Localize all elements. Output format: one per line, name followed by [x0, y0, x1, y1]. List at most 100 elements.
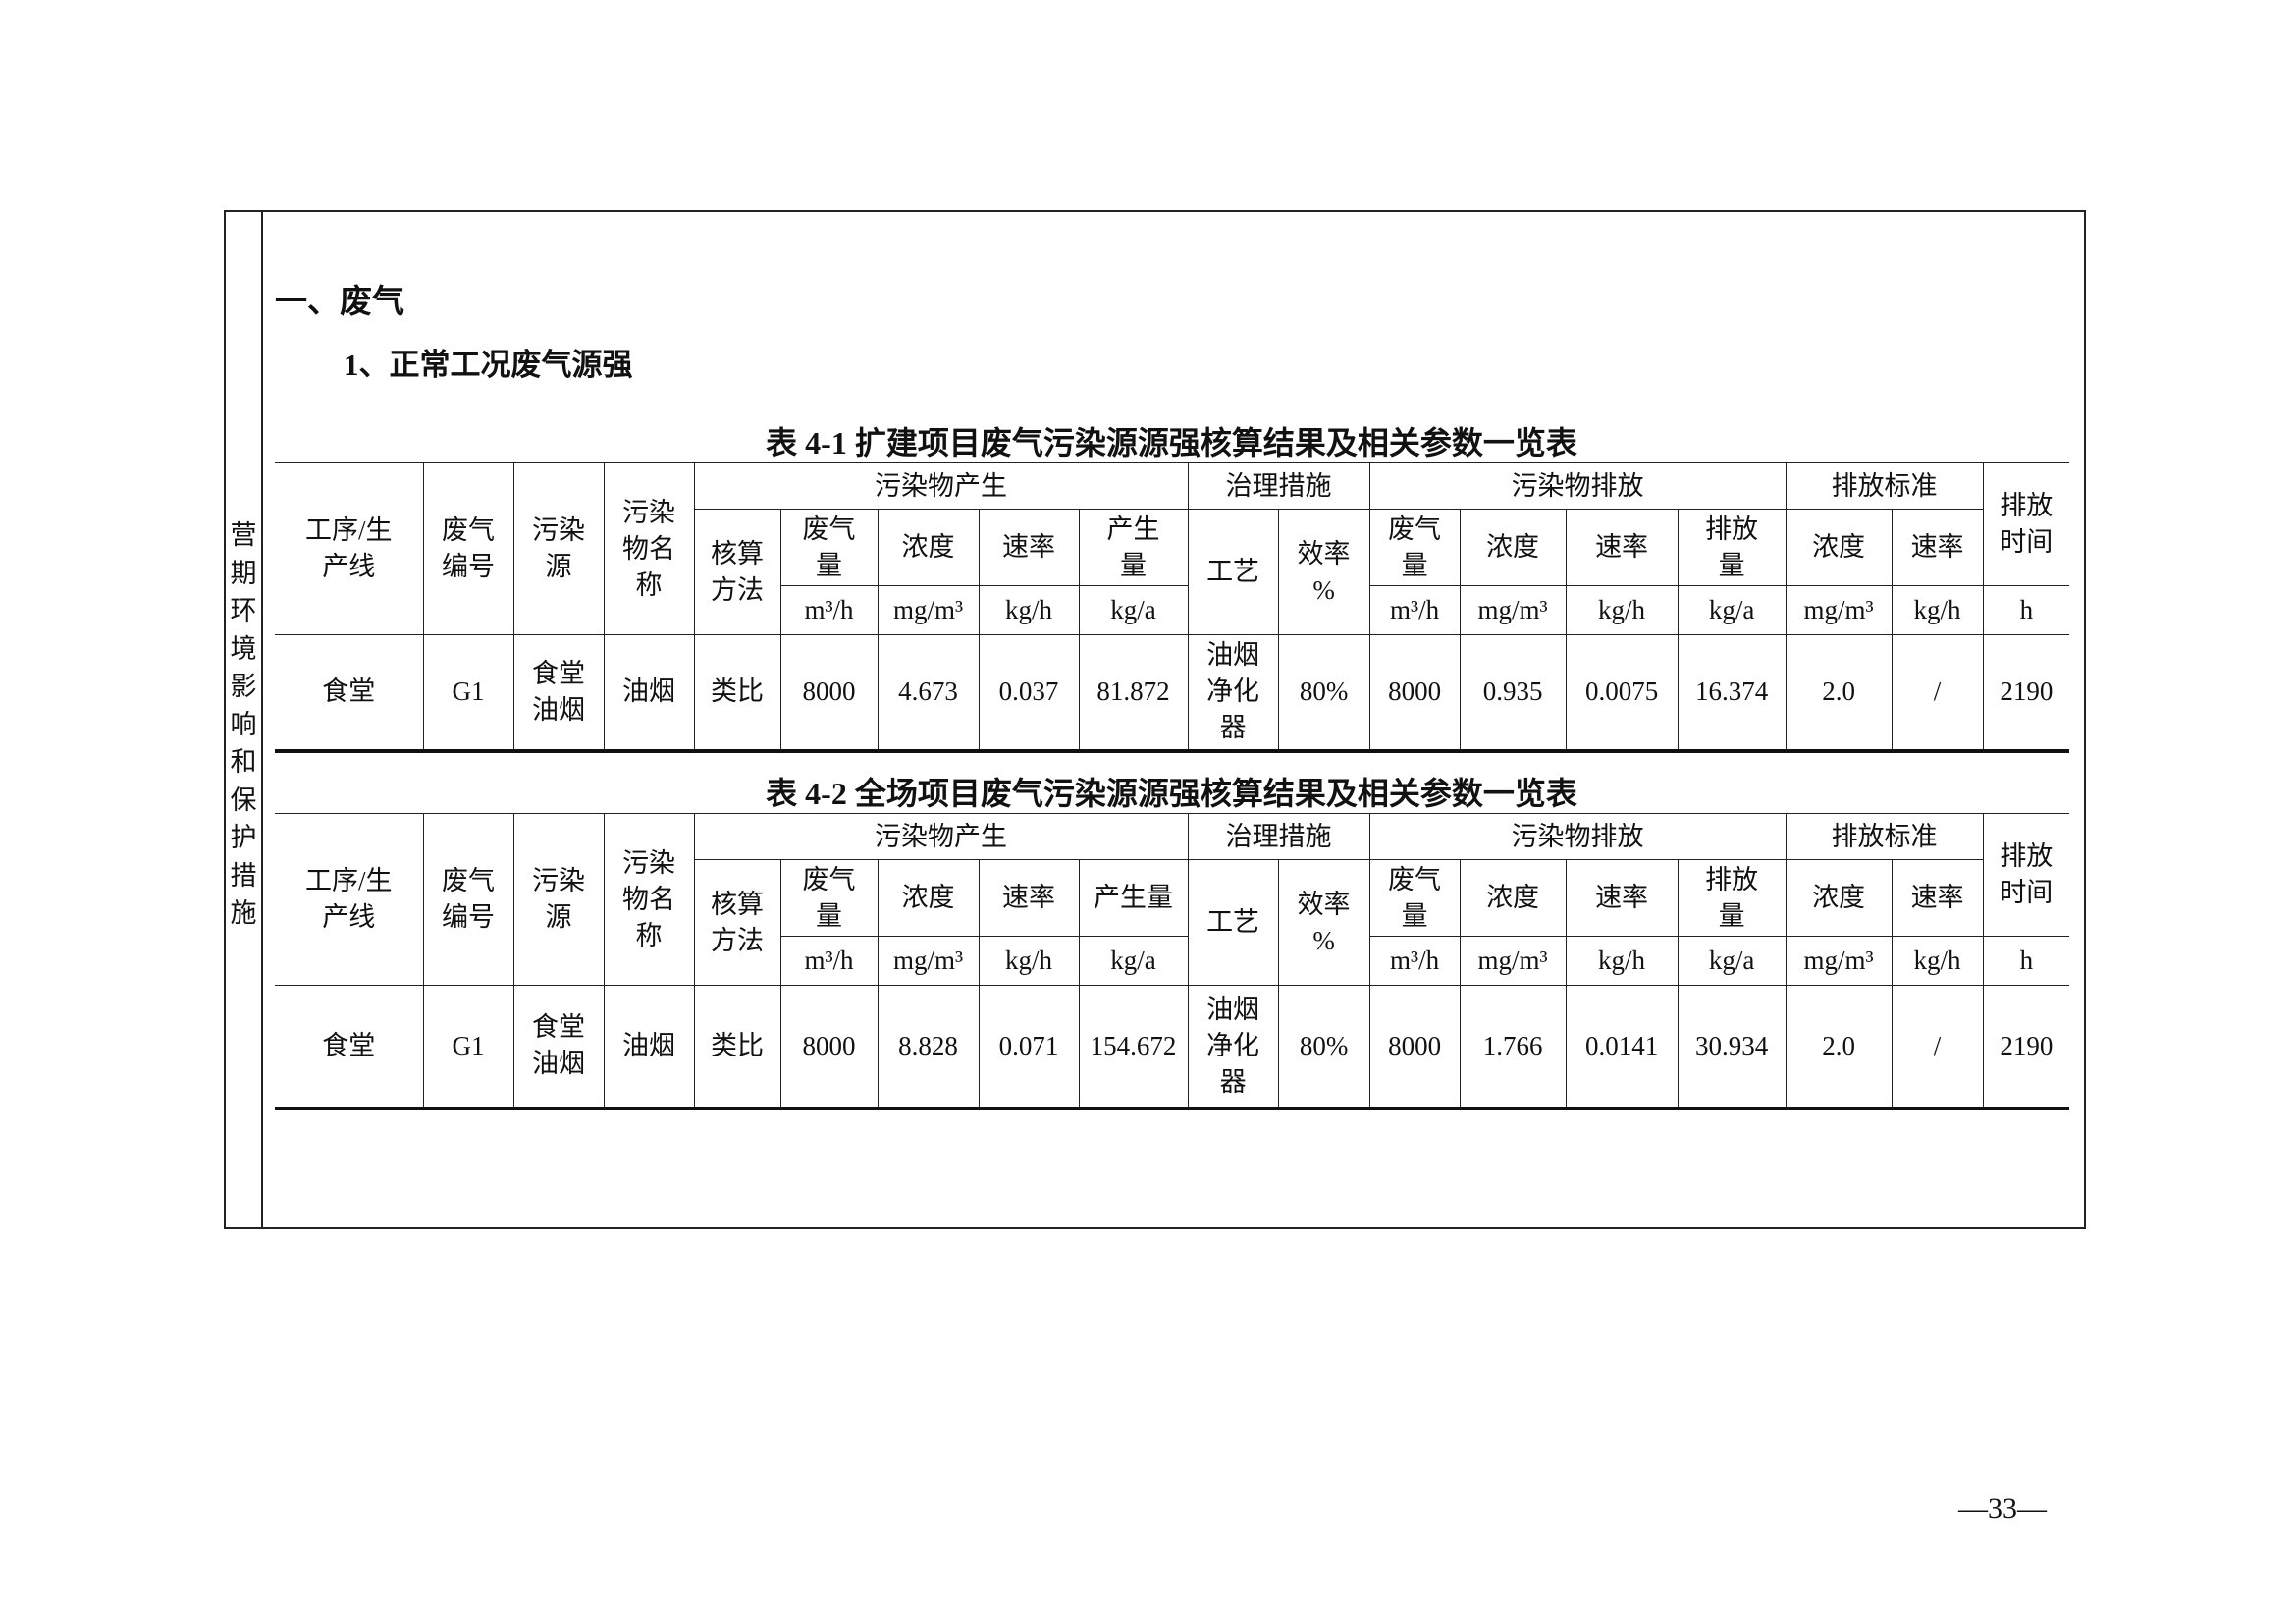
data-cell: 8000	[779, 634, 879, 753]
header-generation-col: 废气 量	[779, 859, 879, 937]
section-title: 一、废气	[275, 285, 404, 320]
unit-emission-col: kg/h	[1565, 936, 1679, 986]
data-cell: 8000	[1368, 634, 1461, 753]
unit-time: h	[1982, 585, 2070, 635]
data-cell: 类比	[693, 634, 781, 753]
unit-generation-col: mg/m³	[877, 585, 980, 635]
header-source: 污染 源	[512, 462, 605, 635]
header-gas-id: 废气 编号	[422, 462, 514, 635]
header-standard-col: 浓度	[1785, 509, 1893, 586]
header-generation-group: 污染物产生	[693, 462, 1189, 510]
data-cell: 2.0	[1785, 985, 1893, 1110]
data-cell: 8000	[1368, 985, 1461, 1110]
data-cell: 食堂 油烟	[512, 985, 605, 1110]
header-generation-col: 废气 量	[779, 509, 879, 586]
table-row: 核算 方法 废气 量浓度 速率 产生 量工艺 效率 % 废气 量浓度 速率 排放 量浓度 速率	[275, 509, 2069, 635]
header-emission-group: 污染物排放	[1368, 813, 1787, 860]
unit-emission-col: kg/h	[1565, 585, 1679, 635]
unit-standard-col: kg/h	[1891, 936, 1984, 986]
unit-emission-col: mg/m³	[1459, 936, 1567, 986]
data-cell: 2.0	[1785, 634, 1893, 753]
header-emission-col: 浓度	[1459, 859, 1567, 937]
data-cell: 油烟 净化 器	[1187, 985, 1279, 1110]
unit-emission-col: kg/a	[1677, 936, 1787, 986]
header-time: 排放 时间	[1982, 462, 2070, 586]
side-column: 营 期 环 境 影 响 和 保 护 措 施	[226, 212, 263, 1227]
header-standard-group: 排放标准	[1785, 462, 1984, 510]
page-frame: 营 期 环 境 影 响 和 保 护 措 施	[224, 210, 2086, 1229]
data-cell: 1.766	[1459, 985, 1567, 1110]
data-cell: G1	[422, 634, 514, 753]
side-label: 营 期 环 境 影 响 和 保 护 措 施	[230, 520, 257, 928]
header-emission-col: 浓度	[1459, 509, 1567, 586]
header-efficiency: 效率 %	[1277, 859, 1370, 986]
header-gas-id: 废气 编号	[422, 813, 514, 986]
data-cell: 81.872	[1078, 634, 1189, 753]
data-cell: /	[1891, 985, 1984, 1110]
unit-emission-col: m³/h	[1368, 936, 1461, 986]
table-row: 食堂 G1 食堂 油烟 油烟 类比 8000 8.828 0.071 154.672 油烟 净化 …	[275, 985, 2070, 1110]
unit-generation-col: m³/h	[780, 585, 879, 635]
table-1: 工序/生 产线 废气 编号 污染 源污染 物名 称污染物产生 治理措施 污染物排放 排放标…	[275, 462, 2070, 753]
table-row: 工序/生 产线 废气 编号 污染 源污染 物名 称污染物产生 治理措施 污染物排放 排放标…	[275, 813, 2070, 986]
table-row: m³/h mg/m³ kg/h kg/a m³/h mg/m³ kg/h kg/a mg/m³ k…	[275, 936, 2070, 986]
header-emission-col: 废气 量	[1368, 509, 1461, 586]
header-method: 核算 方法	[694, 509, 781, 635]
header-generation-group: 污染物产生	[693, 813, 1189, 860]
unit-time: h	[1982, 936, 2070, 986]
table-2-caption: 表 4-2 全场项目废气污染源源强核算结果及相关参数一览表	[766, 776, 1577, 811]
header-emission-col: 废气 量	[1368, 859, 1461, 937]
header-craft: 工艺	[1187, 859, 1279, 986]
header-craft: 工艺	[1187, 509, 1279, 635]
header-process: 工序/生 产线	[275, 813, 424, 986]
header-standard-col: 速率	[1891, 859, 1984, 937]
data-cell: 油烟	[603, 985, 695, 1110]
header-standard-col: 速率	[1891, 509, 1984, 586]
unit-generation-col: kg/a	[1078, 936, 1189, 986]
unit-generation-col: kg/a	[1078, 585, 1189, 635]
table-row: 核算 方法 废气 量浓度 速率 产生量 工艺 效率 % 废气 量浓度 速率 排放 量浓度 速率	[275, 859, 2069, 986]
data-cell: 油烟	[603, 634, 695, 753]
header-generation-col: 产生 量	[1078, 509, 1189, 586]
unit-generation-col: kg/h	[978, 585, 1080, 635]
data-cell: 0.037	[978, 634, 1080, 753]
data-cell: 80%	[1277, 985, 1370, 1110]
header-emission-group: 污染物排放	[1368, 462, 1787, 510]
data-cell: 0.0141	[1565, 985, 1679, 1110]
data-cell: 30.934	[1677, 985, 1787, 1110]
data-cell: 2190	[1982, 634, 2070, 753]
header-source: 污染 源	[512, 813, 605, 986]
header-method: 核算 方法	[694, 859, 781, 986]
unit-standard-col: kg/h	[1891, 585, 1984, 635]
data-cell: 食堂	[275, 634, 424, 753]
header-treatment-group: 治理措施	[1187, 813, 1370, 860]
data-cell: 4.673	[877, 634, 980, 753]
table-2: 工序/生 产线 废气 编号 污染 源污染 物名 称污染物产生 治理措施 污染物排放 排放标…	[275, 813, 2070, 1110]
data-cell: 0.0075	[1565, 634, 1679, 753]
unit-standard-col: mg/m³	[1785, 936, 1893, 986]
header-generation-col: 速率	[978, 509, 1080, 586]
data-cell: 类比	[693, 985, 781, 1110]
data-cell: 2190	[1982, 985, 2070, 1110]
header-standard-col: 浓度	[1785, 859, 1893, 937]
header-emission-col: 排放 量	[1677, 859, 1787, 937]
header-process: 工序/生 产线	[275, 462, 424, 635]
unit-standard-col: mg/m³	[1785, 585, 1893, 635]
header-generation-col: 产生量	[1078, 859, 1189, 937]
data-cell: 16.374	[1677, 634, 1787, 753]
header-treatment-group: 治理措施	[1187, 462, 1370, 510]
table-row: 工序/生 产线 废气 编号 污染 源污染 物名 称污染物产生 治理措施 污染物排放 排放标…	[275, 462, 2070, 635]
data-cell: 8000	[779, 985, 879, 1110]
data-cell: G1	[422, 985, 514, 1110]
unit-emission-col: m³/h	[1368, 585, 1461, 635]
header-generation-col: 速率	[978, 859, 1080, 937]
unit-emission-col: kg/a	[1677, 585, 1787, 635]
unit-emission-col: mg/m³	[1459, 585, 1567, 635]
header-pollutant: 污染 物名 称	[603, 462, 695, 635]
header-generation-col: 浓度	[877, 859, 980, 937]
data-cell: /	[1891, 634, 1984, 753]
data-cell: 0.935	[1459, 634, 1567, 753]
data-cell: 154.672	[1078, 985, 1189, 1110]
data-cell: 0.071	[978, 985, 1080, 1110]
unit-generation-col: kg/h	[978, 936, 1080, 986]
